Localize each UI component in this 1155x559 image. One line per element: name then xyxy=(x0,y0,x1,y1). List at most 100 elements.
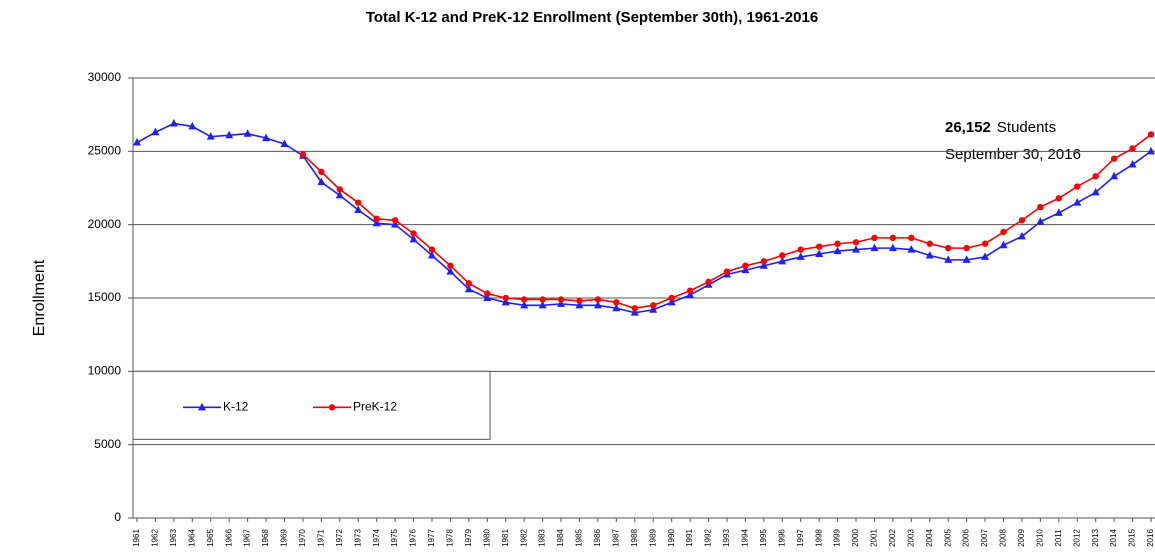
marker xyxy=(1092,173,1099,180)
marker xyxy=(225,130,234,139)
marker xyxy=(1129,145,1136,152)
x-tick-label: 1985 xyxy=(575,529,584,547)
marker xyxy=(1036,217,1045,225)
marker xyxy=(1091,187,1100,196)
marker xyxy=(557,299,566,307)
marker xyxy=(760,258,768,265)
x-tick-label: 1981 xyxy=(501,529,510,547)
x-tick-label: 1964 xyxy=(187,529,196,547)
marker xyxy=(612,303,621,312)
legend-marker xyxy=(198,402,206,411)
marker xyxy=(484,290,491,297)
marker xyxy=(962,255,971,263)
marker xyxy=(520,296,528,303)
x-tick-label: 1993 xyxy=(722,529,731,547)
marker xyxy=(318,168,325,176)
marker xyxy=(1018,217,1026,224)
x-tick-label: 1989 xyxy=(648,529,657,547)
marker xyxy=(1147,146,1155,155)
marker xyxy=(1073,198,1082,206)
marker xyxy=(778,256,787,265)
x-tick-label: 1969 xyxy=(280,529,289,547)
x-tick-label: 2012 xyxy=(1072,529,1081,547)
marker xyxy=(1110,171,1119,180)
marker xyxy=(667,297,676,306)
x-tick-label: 1982 xyxy=(519,529,528,547)
marker xyxy=(815,243,823,250)
x-tick-label: 1990 xyxy=(667,529,676,547)
y-tick-label: 15000 xyxy=(88,290,122,304)
marker xyxy=(815,249,824,257)
y-tick-label: 5000 xyxy=(94,437,121,451)
x-tick-label: 1974 xyxy=(372,529,381,547)
x-tick-label: 2008 xyxy=(999,529,1008,547)
marker xyxy=(852,239,860,246)
marker xyxy=(335,190,344,199)
x-tick-label: 2002 xyxy=(888,529,897,547)
marker xyxy=(981,240,989,247)
x-tick-label: 2013 xyxy=(1091,529,1100,547)
marker xyxy=(649,305,658,313)
x-tick-label: 1972 xyxy=(335,529,344,547)
marker xyxy=(575,300,584,309)
marker xyxy=(538,300,547,309)
marker xyxy=(188,121,197,130)
x-tick-label: 1980 xyxy=(482,529,491,547)
x-tick-label: 1996 xyxy=(777,529,786,547)
marker xyxy=(427,250,436,259)
marker xyxy=(907,245,916,253)
x-tick-label: 1987 xyxy=(611,529,620,547)
marker xyxy=(428,246,436,253)
marker xyxy=(133,138,141,146)
marker xyxy=(354,205,363,213)
marker xyxy=(944,255,953,263)
x-tick-label: 1966 xyxy=(224,529,233,547)
marker xyxy=(650,302,657,309)
x-tick-label: 2009 xyxy=(1017,529,1026,547)
marker xyxy=(925,250,934,259)
marker xyxy=(299,151,307,158)
marker xyxy=(981,252,990,260)
marker xyxy=(668,294,675,302)
x-tick-label: 1999 xyxy=(833,529,842,547)
marker xyxy=(355,199,362,206)
marker xyxy=(797,246,804,253)
marker xyxy=(1017,231,1026,240)
legend-label: PreK-12 xyxy=(353,400,397,414)
marker xyxy=(1128,160,1137,168)
y-tick-label: 30000 xyxy=(88,70,122,84)
marker xyxy=(593,300,602,309)
marker xyxy=(501,297,510,306)
x-tick-label: 1968 xyxy=(261,529,270,547)
x-tick-label: 2015 xyxy=(1128,529,1137,547)
x-tick-label: 2003 xyxy=(906,529,915,547)
marker xyxy=(741,265,750,274)
x-tick-label: 1967 xyxy=(243,529,252,547)
marker xyxy=(871,234,878,242)
x-tick-label: 2007 xyxy=(980,529,989,547)
marker xyxy=(502,294,509,302)
marker xyxy=(336,186,343,193)
x-tick-label: 1975 xyxy=(390,529,399,547)
marker xyxy=(409,234,418,243)
x-tick-label: 1978 xyxy=(446,529,455,547)
marker xyxy=(280,139,289,147)
x-tick-label: 1965 xyxy=(206,529,215,547)
marker xyxy=(594,296,602,303)
marker xyxy=(889,234,897,242)
marker xyxy=(464,284,473,293)
x-tick-label: 1992 xyxy=(704,529,713,547)
series-line xyxy=(136,122,1152,314)
marker xyxy=(465,280,473,287)
x-tick-label: 1997 xyxy=(796,529,805,547)
marker xyxy=(870,243,879,252)
marker xyxy=(759,261,768,269)
y-tick-label: 25000 xyxy=(88,144,122,158)
marker xyxy=(262,133,271,142)
marker xyxy=(686,287,694,294)
marker xyxy=(391,220,400,228)
x-tick-label: 1971 xyxy=(316,529,325,547)
x-tick-label: 1994 xyxy=(741,529,750,547)
y-tick-label: 10000 xyxy=(88,364,122,378)
